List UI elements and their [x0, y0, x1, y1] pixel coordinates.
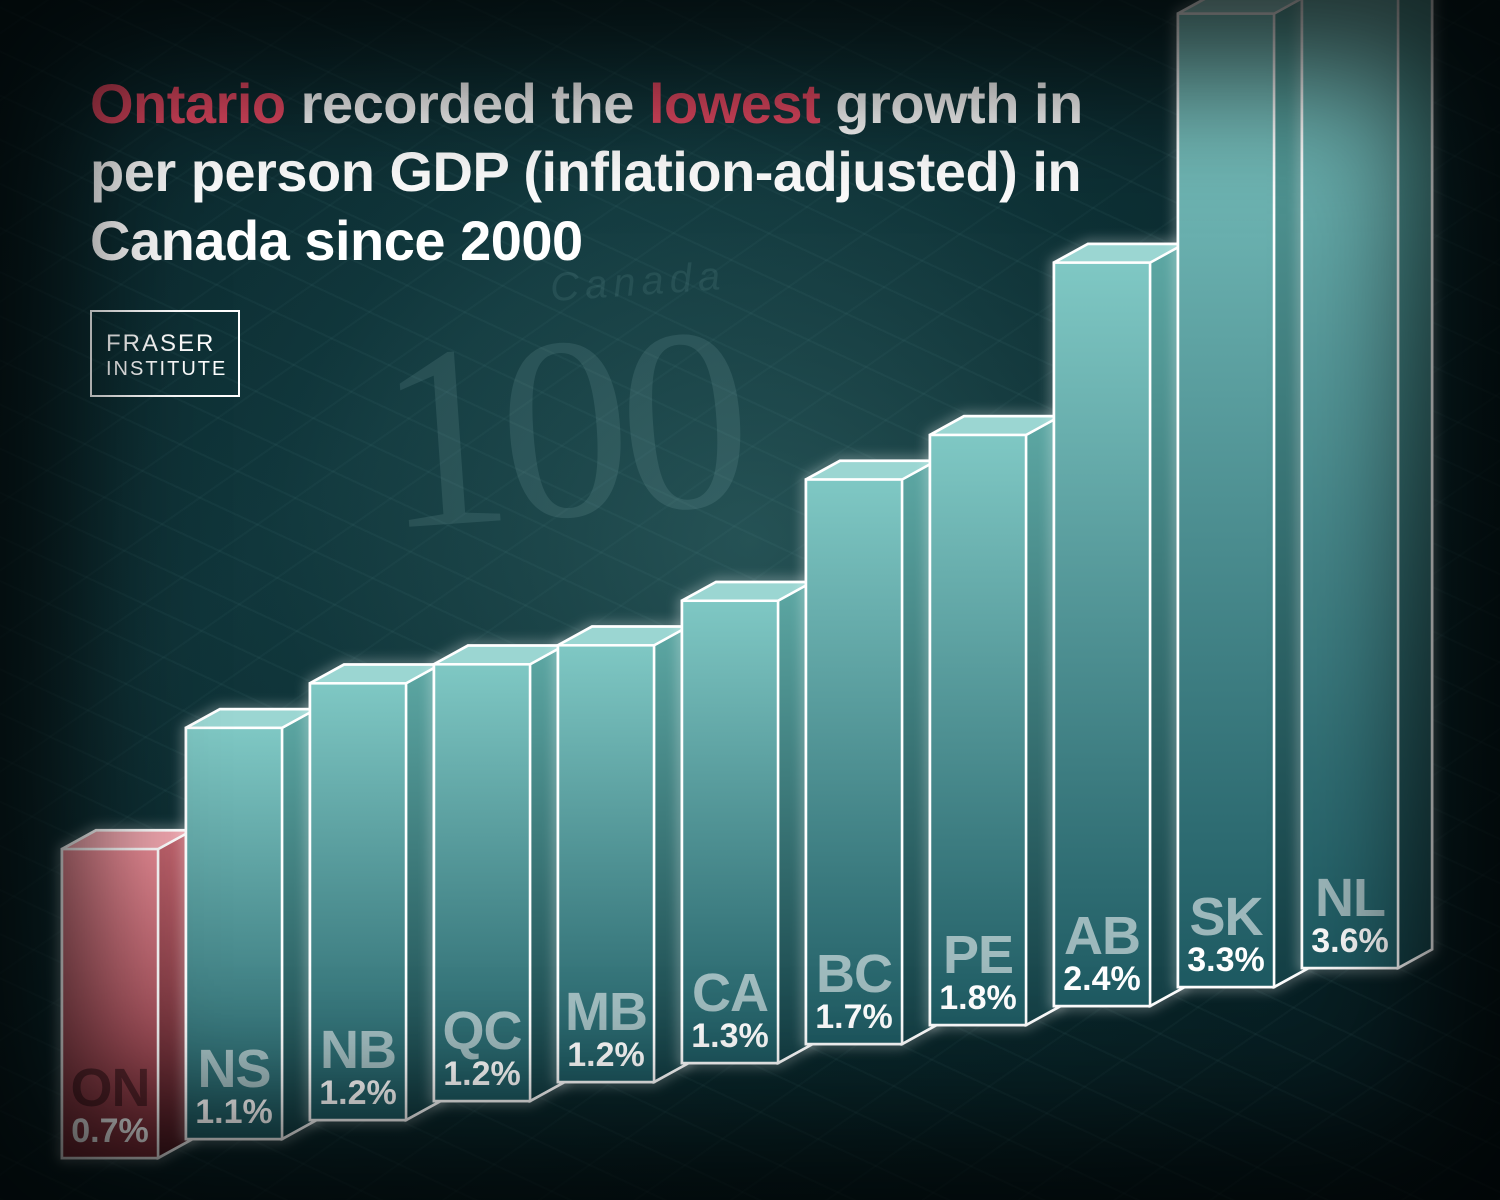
- fraser-institute-logo: FRASER INSTITUTE: [90, 310, 240, 397]
- logo-line-2: INSTITUTE: [106, 358, 224, 381]
- logo-line-1: FRASER: [106, 330, 224, 358]
- headline: Ontario recorded the lowest growth in pe…: [90, 70, 1140, 275]
